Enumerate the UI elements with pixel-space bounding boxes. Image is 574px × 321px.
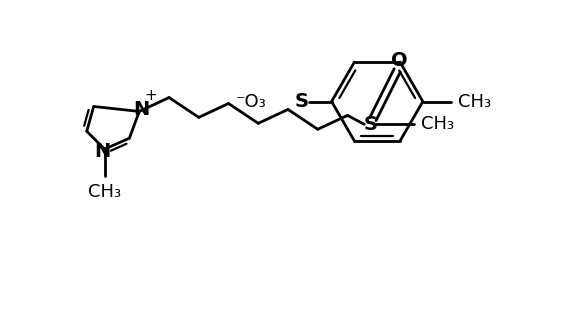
Text: N: N bbox=[95, 142, 111, 160]
Text: N: N bbox=[133, 100, 149, 119]
Text: +: + bbox=[145, 88, 157, 103]
Text: CH₃: CH₃ bbox=[458, 92, 491, 110]
Text: S: S bbox=[295, 92, 309, 111]
Text: CH₃: CH₃ bbox=[88, 183, 121, 201]
Text: S: S bbox=[363, 115, 377, 134]
Text: O: O bbox=[391, 51, 408, 70]
Text: CH₃: CH₃ bbox=[421, 115, 454, 133]
Text: ⁻O₃: ⁻O₃ bbox=[235, 92, 266, 110]
